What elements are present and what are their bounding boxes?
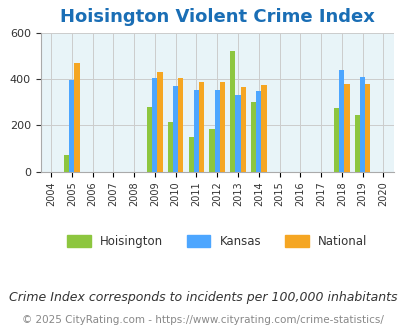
Bar [74,63,79,172]
Bar [359,77,364,172]
Bar [343,84,349,172]
Bar [188,137,193,172]
Bar [157,72,162,172]
Title: Hoisington Violent Crime Index: Hoisington Violent Crime Index [60,8,374,26]
Bar [193,89,198,172]
Bar [69,80,74,172]
Bar [339,70,343,172]
Bar [152,78,157,172]
Bar [64,155,69,172]
Bar [261,85,266,172]
Bar [209,129,214,172]
Bar [173,86,178,172]
Bar [230,51,235,172]
Text: © 2025 CityRating.com - https://www.cityrating.com/crime-statistics/: © 2025 CityRating.com - https://www.city… [22,315,383,325]
Bar [178,78,183,172]
Bar [256,91,261,172]
Bar [333,108,339,172]
Bar [167,122,173,172]
Bar [364,84,369,172]
Legend: Hoisington, Kansas, National: Hoisington, Kansas, National [62,230,371,253]
Bar [219,82,224,172]
Bar [214,89,219,172]
Bar [198,82,204,172]
Text: Crime Index corresponds to incidents per 100,000 inhabitants: Crime Index corresponds to incidents per… [9,290,396,304]
Bar [147,107,152,172]
Bar [235,95,240,172]
Bar [240,87,245,172]
Bar [250,102,256,172]
Bar [354,115,359,172]
